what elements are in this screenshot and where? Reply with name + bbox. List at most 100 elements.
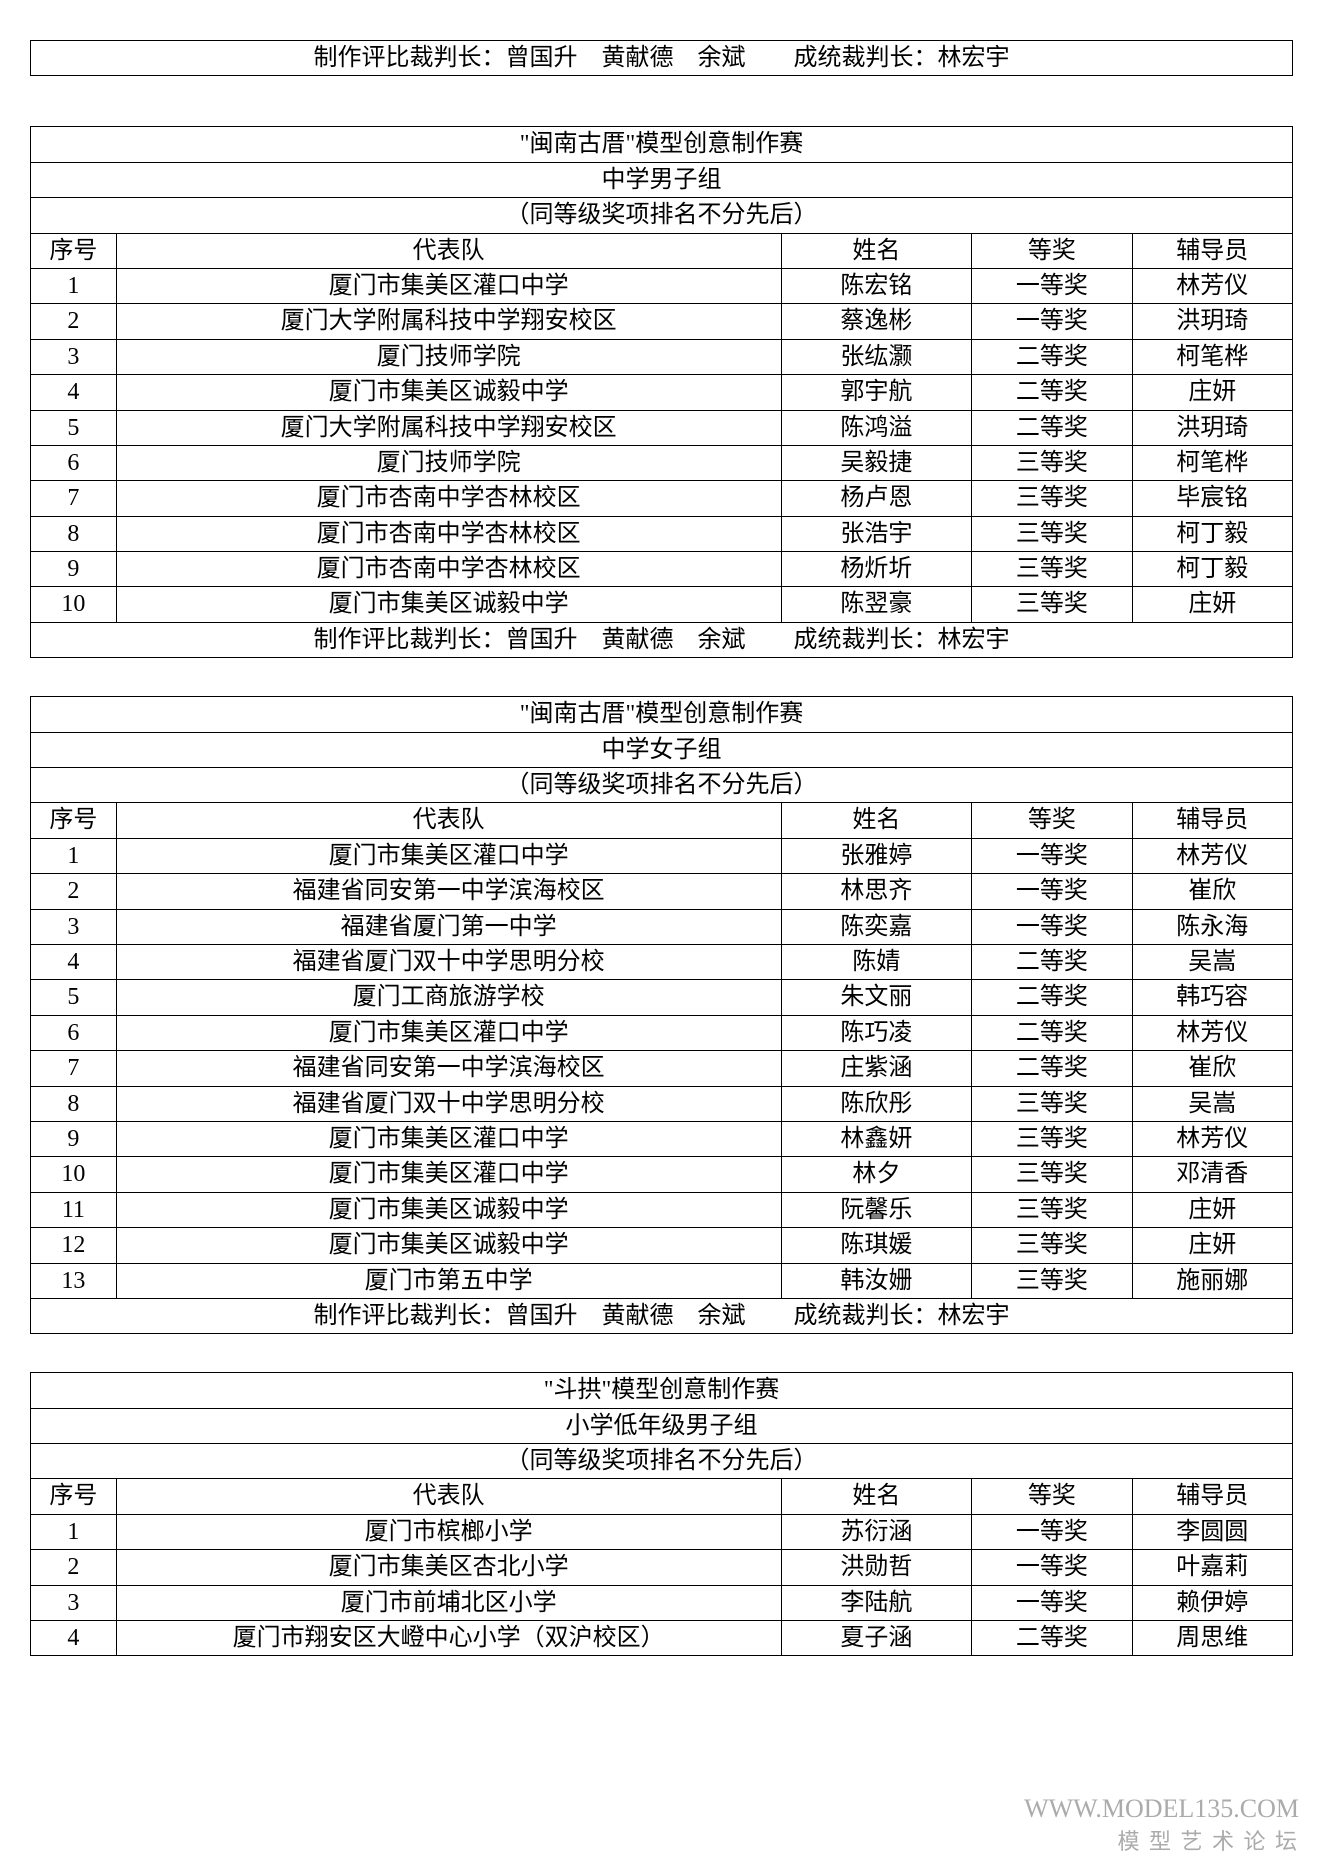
table-row: 11厦门市集美区诚毅中学阮馨乐三等奖庄妍 bbox=[31, 1192, 1293, 1227]
cell-team: 厦门市集美区诚毅中学 bbox=[116, 1228, 781, 1263]
cell-seq: 7 bbox=[31, 481, 117, 516]
cell-name: 苏衍涵 bbox=[781, 1514, 972, 1549]
section3-note: （同等级奖项排名不分先后） bbox=[31, 1444, 1293, 1479]
table-row: 4厦门市翔安区大嶝中心小学（双沪校区）夏子涵二等奖周思维 bbox=[31, 1621, 1293, 1656]
cell-team: 厦门市翔安区大嶝中心小学（双沪校区） bbox=[116, 1621, 781, 1656]
cell-name: 杨卢恩 bbox=[781, 481, 972, 516]
cell-seq: 4 bbox=[31, 375, 117, 410]
col-tutor: 辅导员 bbox=[1132, 1479, 1292, 1514]
cell-name: 陈翌豪 bbox=[781, 587, 972, 622]
cell-award: 二等奖 bbox=[972, 339, 1132, 374]
cell-name: 陈琪媛 bbox=[781, 1228, 972, 1263]
cell-team: 厦门大学附属科技中学翔安校区 bbox=[116, 304, 781, 339]
cell-team: 福建省同安第一中学滨海校区 bbox=[116, 1051, 781, 1086]
cell-award: 一等奖 bbox=[972, 838, 1132, 873]
cell-seq: 1 bbox=[31, 268, 117, 303]
cell-award: 二等奖 bbox=[972, 1015, 1132, 1050]
cell-team: 福建省厦门双十中学思明分校 bbox=[116, 944, 781, 979]
table-row: 9厦门市杏南中学杏林校区杨炘圻三等奖柯丁毅 bbox=[31, 552, 1293, 587]
cell-team: 厦门市杏南中学杏林校区 bbox=[116, 516, 781, 551]
table-row: 4厦门市集美区诚毅中学郭宇航二等奖庄妍 bbox=[31, 375, 1293, 410]
cell-name: 陈欣彤 bbox=[781, 1086, 972, 1121]
cell-tutor: 林芳仪 bbox=[1132, 1121, 1292, 1156]
col-tutor: 辅导员 bbox=[1132, 803, 1292, 838]
cell-award: 三等奖 bbox=[972, 1263, 1132, 1298]
cell-award: 二等奖 bbox=[972, 1051, 1132, 1086]
table-row: 7福建省同安第一中学滨海校区庄紫涵二等奖崔欣 bbox=[31, 1051, 1293, 1086]
cell-name: 陈鸿溢 bbox=[781, 410, 972, 445]
watermark: Www.Model135.Com 模 型 艺 术 论 坛 bbox=[1024, 1794, 1299, 1856]
cell-name: 张纮灏 bbox=[781, 339, 972, 374]
cell-award: 三等奖 bbox=[972, 516, 1132, 551]
cell-team: 福建省厦门第一中学 bbox=[116, 909, 781, 944]
section2-title: "闽南古厝"模型创意制作赛 bbox=[31, 697, 1293, 732]
cell-award: 一等奖 bbox=[972, 1550, 1132, 1585]
cell-team: 厦门市集美区灌口中学 bbox=[116, 268, 781, 303]
cell-tutor: 林芳仪 bbox=[1132, 1015, 1292, 1050]
cell-team: 厦门大学附属科技中学翔安校区 bbox=[116, 410, 781, 445]
cell-tutor: 叶嘉莉 bbox=[1132, 1550, 1292, 1585]
cell-award: 二等奖 bbox=[972, 944, 1132, 979]
cell-award: 三等奖 bbox=[972, 445, 1132, 480]
cell-name: 洪勋哲 bbox=[781, 1550, 972, 1585]
section3-title: "斗拱"模型创意制作赛 bbox=[31, 1373, 1293, 1408]
cell-seq: 2 bbox=[31, 304, 117, 339]
section2-judges: 制作评比裁判长：曾国升 黄献德 余斌 成统裁判长：林宏宇 bbox=[31, 1298, 1293, 1333]
cell-tutor: 周思维 bbox=[1132, 1621, 1292, 1656]
cell-tutor: 林芳仪 bbox=[1132, 838, 1292, 873]
table-row: 5厦门大学附属科技中学翔安校区陈鸿溢二等奖洪玥琦 bbox=[31, 410, 1293, 445]
col-award: 等奖 bbox=[972, 233, 1132, 268]
cell-name: 张雅婷 bbox=[781, 838, 972, 873]
cell-team: 厦门市槟榔小学 bbox=[116, 1514, 781, 1549]
col-team: 代表队 bbox=[116, 1479, 781, 1514]
col-award: 等奖 bbox=[972, 803, 1132, 838]
cell-name: 张浩宇 bbox=[781, 516, 972, 551]
watermark-text: 模 型 艺 术 论 坛 bbox=[1024, 1824, 1299, 1856]
section1-title: "闽南古厝"模型创意制作赛 bbox=[31, 127, 1293, 162]
table-row: 3福建省厦门第一中学陈奕嘉一等奖陈永海 bbox=[31, 909, 1293, 944]
table-row: 1厦门市集美区灌口中学张雅婷一等奖林芳仪 bbox=[31, 838, 1293, 873]
cell-tutor: 柯丁毅 bbox=[1132, 516, 1292, 551]
cell-tutor: 庄妍 bbox=[1132, 587, 1292, 622]
section3-table: "斗拱"模型创意制作赛 小学低年级男子组 （同等级奖项排名不分先后） 序号 代表… bbox=[30, 1372, 1293, 1656]
table-row: 6厦门市集美区灌口中学陈巧凌二等奖林芳仪 bbox=[31, 1015, 1293, 1050]
cell-seq: 5 bbox=[31, 410, 117, 445]
col-tutor: 辅导员 bbox=[1132, 233, 1292, 268]
cell-name: 郭宇航 bbox=[781, 375, 972, 410]
judges-table-top: 制作评比裁判长：曾国升 黄献德 余斌 成统裁判长：林宏宇 bbox=[30, 40, 1293, 76]
col-seq: 序号 bbox=[31, 803, 117, 838]
cell-seq: 10 bbox=[31, 1157, 117, 1192]
cell-tutor: 柯笔桦 bbox=[1132, 339, 1292, 374]
cell-award: 三等奖 bbox=[972, 587, 1132, 622]
cell-name: 陈宏铭 bbox=[781, 268, 972, 303]
cell-tutor: 赖伊婷 bbox=[1132, 1585, 1292, 1620]
cell-name: 吴毅捷 bbox=[781, 445, 972, 480]
cell-award: 三等奖 bbox=[972, 1121, 1132, 1156]
col-seq: 序号 bbox=[31, 1479, 117, 1514]
judges-line: 制作评比裁判长：曾国升 黄献德 余斌 成统裁判长：林宏宇 bbox=[31, 41, 1293, 76]
col-name: 姓名 bbox=[781, 803, 972, 838]
cell-seq: 4 bbox=[31, 1621, 117, 1656]
cell-name: 夏子涵 bbox=[781, 1621, 972, 1656]
cell-seq: 13 bbox=[31, 1263, 117, 1298]
cell-name: 朱文丽 bbox=[781, 980, 972, 1015]
table-row: 7厦门市杏南中学杏林校区杨卢恩三等奖毕宸铭 bbox=[31, 481, 1293, 516]
cell-tutor: 韩巧容 bbox=[1132, 980, 1292, 1015]
cell-name: 陈奕嘉 bbox=[781, 909, 972, 944]
cell-tutor: 施丽娜 bbox=[1132, 1263, 1292, 1298]
cell-tutor: 崔欣 bbox=[1132, 1051, 1292, 1086]
cell-tutor: 吴嵩 bbox=[1132, 944, 1292, 979]
cell-seq: 3 bbox=[31, 909, 117, 944]
cell-name: 林鑫妍 bbox=[781, 1121, 972, 1156]
cell-seq: 11 bbox=[31, 1192, 117, 1227]
cell-award: 三等奖 bbox=[972, 1086, 1132, 1121]
cell-name: 杨炘圻 bbox=[781, 552, 972, 587]
cell-award: 三等奖 bbox=[972, 552, 1132, 587]
cell-team: 厦门市杏南中学杏林校区 bbox=[116, 552, 781, 587]
cell-team: 厦门市集美区灌口中学 bbox=[116, 838, 781, 873]
cell-team: 厦门市第五中学 bbox=[116, 1263, 781, 1298]
cell-tutor: 林芳仪 bbox=[1132, 268, 1292, 303]
section1-table: "闽南古厝"模型创意制作赛 中学男子组 （同等级奖项排名不分先后） 序号 代表队… bbox=[30, 126, 1293, 658]
cell-award: 二等奖 bbox=[972, 375, 1132, 410]
table-row: 12厦门市集美区诚毅中学陈琪媛三等奖庄妍 bbox=[31, 1228, 1293, 1263]
